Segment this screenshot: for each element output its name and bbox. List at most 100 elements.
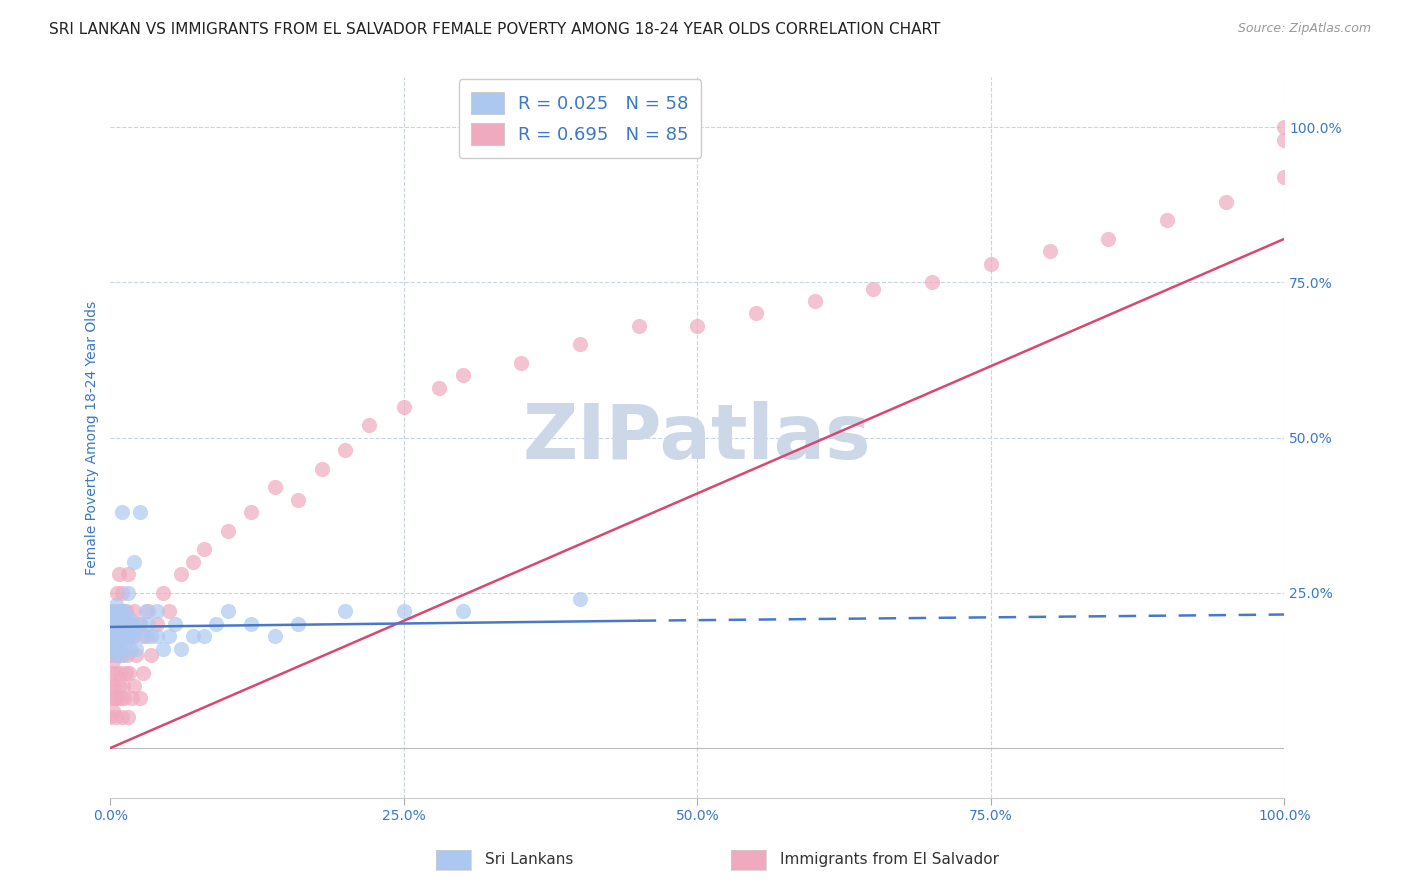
Point bbox=[921, 276, 943, 290]
Point bbox=[107, 567, 129, 582]
Point bbox=[163, 616, 186, 631]
Point bbox=[110, 629, 132, 643]
Point bbox=[146, 604, 169, 618]
Point bbox=[132, 666, 155, 681]
Point bbox=[132, 629, 155, 643]
Point bbox=[112, 616, 135, 631]
Point bbox=[118, 610, 141, 624]
Point bbox=[111, 648, 134, 662]
Point bbox=[101, 616, 124, 631]
Point bbox=[862, 281, 884, 295]
Point bbox=[105, 598, 128, 612]
Text: Immigrants from El Salvador: Immigrants from El Salvador bbox=[780, 853, 1000, 867]
Point bbox=[146, 616, 169, 631]
Point bbox=[157, 629, 180, 643]
Point bbox=[152, 641, 174, 656]
Text: Source: ZipAtlas.com: Source: ZipAtlas.com bbox=[1237, 22, 1371, 36]
Y-axis label: Female Poverty Among 18-24 Year Olds: Female Poverty Among 18-24 Year Olds bbox=[86, 301, 100, 574]
Point bbox=[110, 635, 132, 649]
Point bbox=[568, 337, 591, 351]
Point bbox=[181, 555, 204, 569]
Point bbox=[101, 704, 124, 718]
Point bbox=[117, 629, 139, 643]
Text: SRI LANKAN VS IMMIGRANTS FROM EL SALVADOR FEMALE POVERTY AMONG 18-24 YEAR OLDS C: SRI LANKAN VS IMMIGRANTS FROM EL SALVADO… bbox=[49, 22, 941, 37]
Point bbox=[103, 641, 125, 656]
Point bbox=[107, 629, 129, 643]
Point bbox=[107, 641, 129, 656]
Point bbox=[136, 616, 159, 631]
Point bbox=[240, 616, 263, 631]
Point bbox=[263, 480, 285, 494]
Point bbox=[100, 691, 122, 706]
Point bbox=[128, 691, 150, 706]
Point bbox=[287, 492, 309, 507]
Point bbox=[451, 604, 474, 618]
Point bbox=[128, 505, 150, 519]
Point bbox=[152, 586, 174, 600]
Point bbox=[141, 629, 163, 643]
Point bbox=[105, 710, 128, 724]
Point bbox=[108, 629, 131, 643]
Point bbox=[311, 461, 333, 475]
Point bbox=[115, 616, 138, 631]
Point bbox=[104, 616, 127, 631]
Point bbox=[107, 610, 129, 624]
Point bbox=[100, 629, 122, 643]
Point bbox=[205, 616, 228, 631]
Point bbox=[627, 318, 650, 333]
Point bbox=[108, 616, 131, 631]
Point bbox=[100, 679, 122, 693]
Point bbox=[105, 616, 128, 631]
Point bbox=[118, 666, 141, 681]
Point bbox=[101, 623, 124, 637]
Point bbox=[111, 648, 134, 662]
Point bbox=[114, 691, 136, 706]
Point bbox=[125, 641, 148, 656]
Legend: R = 0.025   N = 58, R = 0.695   N = 85: R = 0.025 N = 58, R = 0.695 N = 85 bbox=[458, 79, 702, 158]
Point bbox=[427, 381, 450, 395]
Point bbox=[117, 586, 139, 600]
Point bbox=[108, 666, 131, 681]
Point bbox=[121, 616, 143, 631]
Point bbox=[120, 641, 142, 656]
Text: ZIPatlas: ZIPatlas bbox=[523, 401, 872, 475]
Point bbox=[135, 629, 157, 643]
Point bbox=[170, 567, 193, 582]
Point bbox=[110, 604, 132, 618]
Point bbox=[108, 604, 131, 618]
Point bbox=[510, 356, 533, 370]
Point bbox=[1215, 194, 1237, 209]
Point bbox=[287, 616, 309, 631]
Point bbox=[100, 616, 122, 631]
Point bbox=[110, 691, 132, 706]
Point bbox=[114, 604, 136, 618]
Point bbox=[103, 635, 125, 649]
Point bbox=[103, 604, 125, 618]
Point bbox=[392, 400, 415, 414]
Point bbox=[217, 524, 239, 538]
Point bbox=[101, 654, 124, 668]
Point bbox=[1272, 132, 1295, 146]
Point bbox=[128, 616, 150, 631]
Point bbox=[121, 629, 143, 643]
Point bbox=[112, 623, 135, 637]
Point bbox=[122, 555, 145, 569]
Point bbox=[181, 629, 204, 643]
Point bbox=[686, 318, 709, 333]
Point bbox=[104, 629, 127, 643]
Point bbox=[157, 604, 180, 618]
Point bbox=[114, 635, 136, 649]
Point bbox=[103, 604, 125, 618]
Point bbox=[1038, 244, 1060, 259]
Point bbox=[568, 592, 591, 607]
Point bbox=[103, 679, 125, 693]
Point bbox=[105, 648, 128, 662]
Point bbox=[100, 648, 122, 662]
Point bbox=[105, 666, 128, 681]
Point bbox=[980, 257, 1002, 271]
Point bbox=[1272, 169, 1295, 184]
Point bbox=[117, 629, 139, 643]
Point bbox=[1272, 120, 1295, 135]
Point bbox=[107, 691, 129, 706]
Point bbox=[803, 293, 825, 308]
